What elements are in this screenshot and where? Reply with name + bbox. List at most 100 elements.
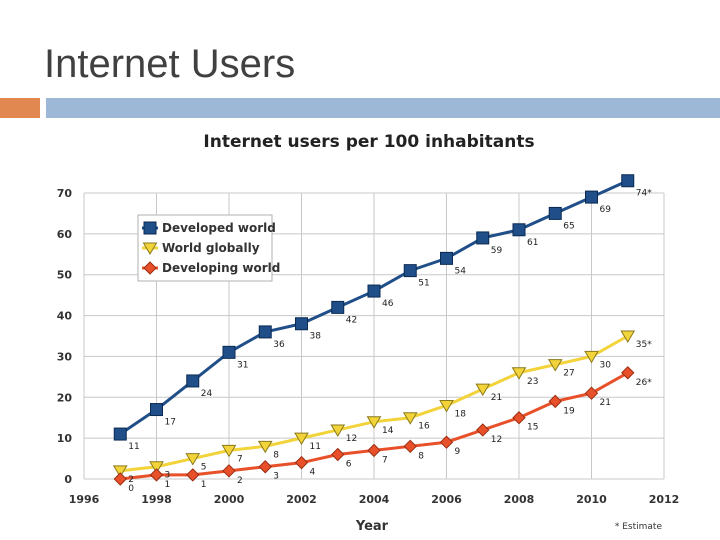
legend-label-developing-world: Developing world bbox=[162, 261, 280, 275]
data-label-developed-world-2009: 65 bbox=[563, 221, 574, 231]
data-label-developed-world-1998: 17 bbox=[165, 418, 176, 428]
x-axis-label: Year bbox=[355, 519, 389, 534]
data-label-developed-world-2000: 31 bbox=[237, 360, 248, 370]
data-label-developed-world-2005: 51 bbox=[418, 279, 429, 289]
data-label-world-globally-2001: 8 bbox=[273, 450, 279, 460]
series-layer bbox=[112, 174, 636, 486]
legend-marker-developing-world bbox=[143, 261, 157, 275]
data-label-developed-world-2010: 69 bbox=[600, 205, 612, 215]
point-developed-world-2010 bbox=[585, 190, 598, 204]
data-label-world-globally-2007: 21 bbox=[491, 393, 502, 403]
data-label-developed-world-1999: 24 bbox=[201, 389, 213, 399]
data-label-developing-world-2011: 26* bbox=[636, 378, 652, 388]
data-label-developing-world-2010: 21 bbox=[600, 398, 611, 408]
point-developed-world-2007 bbox=[476, 231, 490, 245]
data-label-developed-world-2006: 54 bbox=[455, 266, 467, 276]
point-developed-world-2003 bbox=[331, 300, 345, 314]
point-developing-world-2001 bbox=[258, 460, 272, 474]
x-tick-2006: 2006 bbox=[431, 493, 462, 506]
data-label-developing-world-2004: 7 bbox=[382, 455, 388, 465]
point-developing-world-2004 bbox=[367, 443, 381, 458]
point-world-globally-2009 bbox=[547, 359, 563, 372]
data-label-world-globally-2010: 30 bbox=[600, 360, 612, 370]
point-world-globally-2002 bbox=[294, 432, 309, 446]
x-tick-2012: 2012 bbox=[649, 493, 680, 506]
data-label-developing-world-2008: 15 bbox=[527, 423, 538, 433]
point-developing-world-2011 bbox=[621, 366, 635, 380]
chart-title: Internet users per 100 inhabitants bbox=[203, 132, 534, 152]
point-world-globally-2000 bbox=[221, 444, 237, 458]
y-tick-40: 40 bbox=[57, 310, 73, 323]
data-label-developing-world-1997: 0 bbox=[128, 484, 134, 494]
x-tick-labels: 1996 1998 2000 2002 2004 2006 2008 2010 2012 bbox=[69, 493, 680, 506]
x-tick-1998: 1998 bbox=[141, 493, 172, 506]
point-world-globally-1999 bbox=[185, 453, 201, 466]
legend-label-world-globally: World globally bbox=[162, 241, 260, 255]
x-tick-2004: 2004 bbox=[359, 493, 390, 506]
data-label-developed-world-1997: 11 bbox=[128, 442, 139, 452]
data-label-world-globally-2004: 14 bbox=[382, 426, 394, 436]
point-developing-world-1999 bbox=[186, 468, 200, 482]
data-label-world-globally-2003: 12 bbox=[346, 434, 357, 444]
legend-label-developed-world: Developed world bbox=[162, 221, 276, 235]
point-developed-world-2005 bbox=[403, 264, 417, 278]
y-tick-60: 60 bbox=[57, 228, 73, 241]
y-tick-0: 0 bbox=[64, 473, 72, 486]
point-developed-world-2004 bbox=[367, 284, 381, 298]
point-developed-world-1999 bbox=[186, 374, 200, 388]
point-world-globally-2006 bbox=[439, 399, 454, 413]
y-tick-70: 70 bbox=[57, 187, 73, 200]
point-developing-world-2003 bbox=[331, 447, 345, 462]
data-label-developing-world-2000: 2 bbox=[237, 476, 243, 486]
data-label-developing-world-2006: 9 bbox=[455, 447, 461, 457]
data-label-developed-world-2002: 38 bbox=[310, 332, 322, 342]
data-label-world-globally-2006: 18 bbox=[455, 409, 467, 419]
point-developing-world-2005 bbox=[403, 439, 417, 454]
x-tick-2008: 2008 bbox=[504, 493, 535, 506]
point-developed-world-1998 bbox=[150, 403, 163, 417]
data-label-developing-world-2003: 6 bbox=[346, 459, 352, 469]
data-label-developing-world-2009: 19 bbox=[563, 406, 575, 416]
point-developing-world-2009 bbox=[548, 394, 562, 409]
footnote-estimate: * Estimate bbox=[615, 522, 663, 532]
data-label-world-globally-2002: 11 bbox=[310, 442, 321, 452]
point-developed-world-2002 bbox=[295, 317, 308, 331]
legend-box bbox=[137, 214, 273, 282]
data-label-world-globally-1999: 5 bbox=[201, 463, 207, 473]
point-developing-world-1998 bbox=[149, 468, 164, 482]
point-world-globally-2010 bbox=[584, 350, 599, 364]
point-world-globally-2008 bbox=[511, 367, 527, 380]
data-label-developing-world-2001: 3 bbox=[273, 472, 279, 482]
accent-bar-blue bbox=[46, 98, 720, 118]
point-developed-world-2011 bbox=[621, 174, 635, 188]
x-tick-2002: 2002 bbox=[286, 493, 317, 506]
data-label-developed-world-2011: 74* bbox=[636, 189, 652, 199]
point-developing-world-2002 bbox=[294, 455, 309, 470]
point-world-globally-2004 bbox=[366, 416, 382, 429]
data-label-world-globally-2005: 16 bbox=[418, 422, 430, 432]
data-label-world-globally-2009: 27 bbox=[563, 369, 574, 379]
data-label-world-globally-1997: 2 bbox=[128, 475, 134, 485]
point-world-globally-2007 bbox=[475, 383, 491, 397]
data-label-developing-world-2005: 8 bbox=[418, 451, 424, 461]
point-developing-world-2008 bbox=[512, 411, 526, 425]
point-developed-world-2006 bbox=[440, 251, 453, 265]
point-developing-world-2010 bbox=[584, 386, 599, 400]
data-label-world-globally-2000: 7 bbox=[237, 454, 243, 464]
data-label-developed-world-2001: 36 bbox=[273, 340, 285, 350]
data-label-developed-world-2004: 46 bbox=[382, 299, 394, 309]
y-tick-30: 30 bbox=[57, 350, 73, 363]
y-tick-labels: 0 10 20 30 40 50 60 70 bbox=[57, 187, 73, 486]
point-developing-world-2006 bbox=[439, 435, 454, 449]
data-label-world-globally-2008: 23 bbox=[527, 377, 538, 387]
point-developed-world-2009 bbox=[548, 206, 562, 220]
x-tick-1996: 1996 bbox=[69, 493, 100, 506]
y-tick-10: 10 bbox=[57, 432, 73, 445]
x-tick-2010: 2010 bbox=[576, 493, 607, 506]
point-developing-world-1997 bbox=[113, 472, 127, 486]
point-world-globally-1997 bbox=[112, 465, 128, 478]
data-label-world-globally-2011: 35* bbox=[636, 340, 652, 350]
data-label-developed-world-2007: 59 bbox=[491, 246, 503, 256]
point-developed-world-1997 bbox=[113, 427, 127, 441]
